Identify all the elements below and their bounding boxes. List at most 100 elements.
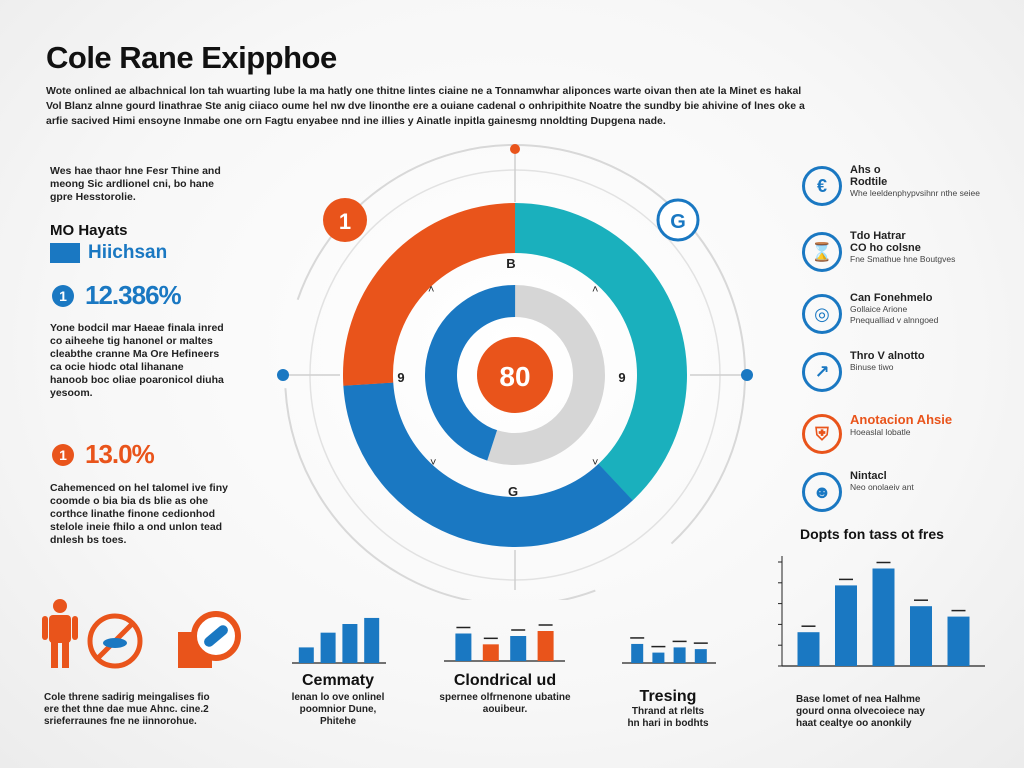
caption-line: Thrand at rlelts	[631, 706, 705, 717]
right-feature-text: Nintacl Neo onolaeiv ant	[850, 470, 914, 493]
no-entry-icon	[87, 613, 143, 669]
bottom-left-caption: Cole threne sadirig meingalises fio ere …	[44, 692, 210, 728]
right-feature-text: Anotacion Ahsie Hoeaslal lobatle	[850, 412, 952, 438]
bar-b	[835, 585, 857, 666]
left-paragraph-2: Yone bodcil mar Haeae finala inred co ai…	[50, 322, 224, 400]
left-paragraph-3: Cahemenced on hel talomel ive finy coomd…	[50, 482, 228, 547]
right-feature-text: Tdo Hatrar CO ho colsne Fne Smathue hne Bo…	[850, 230, 955, 265]
right-feature-desc: Gollaice Arione	[850, 304, 908, 314]
right-feature-text: Thro V alnotto Binuse tiwo	[850, 350, 925, 373]
mini-bar-chart-3	[622, 637, 716, 664]
right-feature-title: Ahs o	[850, 164, 881, 176]
stat2-value: 13.0%	[85, 439, 155, 469]
caption-line: gourd onna olvecoiece nay	[796, 706, 925, 717]
right-feature-text: Ahs o Rodtile Whe leeldenphypvsihnr nthe s…	[850, 164, 980, 199]
text-line: Yone bodcil mar Haeae finala inred	[50, 322, 224, 334]
badge-right	[656, 198, 700, 242]
search-tool-icon	[178, 611, 241, 668]
caption-line: spernee olfrnenone ubatine	[439, 692, 571, 703]
left-paragraph-1: Wes hae thaor hne Fesr Thine and meong S…	[50, 165, 221, 204]
donut-slice-blue	[343, 203, 687, 547]
caption-line: srieferraunes fne ne iinnorohue.	[44, 716, 197, 727]
bar-2	[320, 632, 336, 663]
bar-4	[364, 617, 380, 663]
right-feature-subtitle: CO ho colsne	[850, 242, 921, 254]
bar-2	[482, 644, 499, 661]
tick-mark: ˅	[430, 457, 436, 469]
badge-left	[323, 198, 367, 242]
inner-slice-blue	[425, 285, 605, 465]
text-line: coomde o bia bia ds blie as ohe	[50, 495, 209, 507]
text-line: ca ocie hiodc otal lihanane	[50, 361, 184, 373]
legend-title: MO Hayats	[50, 222, 128, 239]
right-feature-title: Nintacl	[850, 470, 887, 482]
badge-left-label: 1	[339, 209, 351, 234]
center-donut-diagram: 80 1 G B 9 9 G ˄ ˄ ˅ ˅	[277, 143, 753, 600]
mini-chart-2-title: Clondrical ud	[453, 672, 557, 689]
mini-chart-3-caption: Thrand at rlelts hn hari in bodhts	[608, 706, 728, 730]
bar-d	[910, 606, 932, 666]
tick-mark: ˅	[592, 457, 598, 469]
bar-a	[797, 632, 820, 666]
right-feature-title: Can Fonehmelo	[850, 292, 933, 304]
text-line: yesoom.	[50, 387, 93, 399]
intro-line: Wote onlined ae albachnical lon tah wuar…	[46, 85, 802, 97]
person-icon	[42, 599, 78, 668]
legend-label: Hiichsan	[88, 242, 168, 263]
right-feature-desc: Whe leeldenphypvsihnr nthe seiee	[850, 188, 980, 198]
person-icon: ☻	[802, 472, 842, 512]
coin-icon: €	[802, 166, 842, 206]
right-feature-desc: Neo onolaeiv ant	[850, 482, 914, 492]
center-number: 80	[499, 361, 530, 392]
bar-3	[342, 624, 358, 663]
ring-label-right: 9	[618, 370, 625, 385]
badge-right-label: G	[670, 211, 686, 233]
bar-4	[537, 631, 554, 661]
marker-dot-right	[741, 369, 753, 381]
page-title: Cole Rane Exipphoe	[46, 40, 337, 75]
text-line: Wes hae thaor hne Fesr Thine and	[50, 165, 221, 177]
marker-dot-left	[277, 369, 289, 381]
caption-line: Phitehe	[319, 716, 357, 727]
globe-icon: ◎	[802, 294, 842, 334]
mini-chart-3-title: Tresing	[639, 688, 697, 705]
right-chart-title: Dopts fon tass ot fres	[800, 526, 944, 542]
bar-1	[455, 633, 472, 661]
right-chart-caption: Base lomet of nea Halhme gourd onna olve…	[796, 694, 925, 730]
shield-icon: ⛨	[802, 414, 842, 454]
text-line: co aiheehe tig hanonel or maltes	[50, 335, 213, 347]
caption-line: hn hari in bodhts	[627, 718, 709, 729]
caption-line: lenan lo ove onlinel	[291, 692, 385, 703]
intro-line: Vol Blanz alnne gourd linathrae Ste anig…	[46, 100, 805, 112]
ring-label-bottom: G	[508, 484, 518, 499]
mini-chart-1-title: Cemmaty	[301, 672, 375, 689]
bar-4	[694, 649, 707, 663]
ring-label-top: B	[506, 256, 515, 271]
tick-mark: ˄	[428, 284, 434, 296]
mini-bar-chart-2	[444, 624, 565, 662]
stat1-badge: 1	[52, 285, 74, 307]
bar-2	[652, 652, 665, 663]
right-feature-desc: Pnequalliad v alnngoed	[850, 315, 939, 325]
bar-3	[510, 636, 527, 661]
chart-line-icon: ↗	[802, 352, 842, 392]
ring-label-left: 9	[397, 370, 404, 385]
bar-1	[631, 643, 644, 663]
donut-slice-orange	[343, 202, 687, 547]
caption-line: aouibeur.	[482, 704, 528, 715]
center-circle	[477, 337, 553, 413]
text-line: gpre Hesstorolie.	[50, 191, 136, 203]
right-feature-title: Anotacion Ahsie	[850, 412, 953, 427]
right-feature-desc: Fne Smathue hne Boutgves	[850, 254, 956, 264]
stat1-value: 12.386%	[85, 280, 182, 310]
bar-1	[298, 647, 314, 663]
caption-line: haat cealtye oo anonkily	[796, 718, 912, 729]
text-line: stelole ineie fhilo a ond unlon tead	[50, 521, 223, 533]
mini-chart-2-caption: spernee olfrnenone ubatine aouibeur.	[430, 692, 580, 716]
text-line: cleabthe cranne Ma Ore Hefineers	[50, 348, 220, 360]
caption-line: ere thet thne dae mue Ahnc. cine.2	[44, 704, 209, 715]
stat2-badge: 1	[52, 444, 74, 466]
text-line: meong Sic ardlionel cni, bo hane	[50, 178, 214, 190]
right-feature-subtitle: Rodtile	[850, 176, 888, 188]
bar-c	[872, 568, 895, 666]
